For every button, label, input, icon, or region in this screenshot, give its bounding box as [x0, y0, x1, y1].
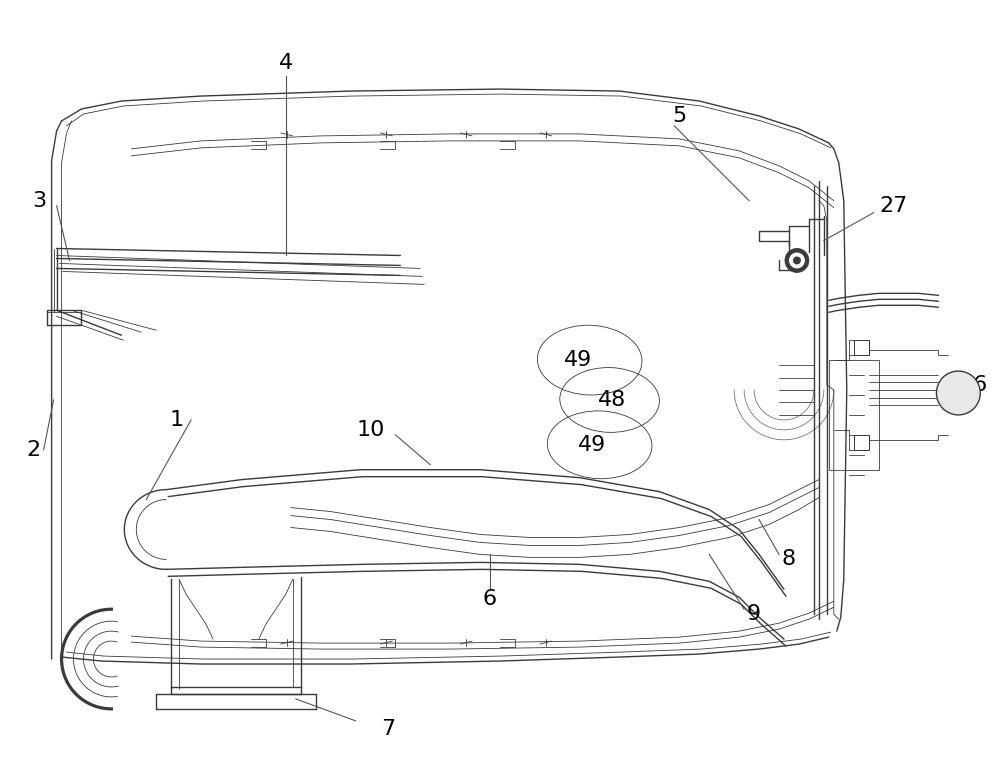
Text: 49: 49	[578, 435, 606, 455]
Text: 49: 49	[564, 350, 592, 370]
Text: 6: 6	[483, 589, 497, 609]
Text: 26: 26	[959, 375, 987, 395]
Circle shape	[936, 371, 980, 415]
Circle shape	[789, 252, 805, 269]
Text: 48: 48	[597, 390, 626, 410]
Text: 2: 2	[27, 440, 41, 460]
Text: 5: 5	[672, 106, 686, 126]
Text: 1: 1	[169, 410, 183, 430]
Text: 9: 9	[747, 605, 761, 624]
Circle shape	[793, 256, 801, 264]
Text: 4: 4	[279, 53, 293, 73]
Text: 7: 7	[381, 719, 395, 738]
Circle shape	[785, 249, 809, 273]
Text: 8: 8	[782, 549, 796, 569]
Text: 27: 27	[879, 196, 908, 216]
Text: 10: 10	[356, 420, 385, 440]
Text: 3: 3	[33, 191, 47, 210]
